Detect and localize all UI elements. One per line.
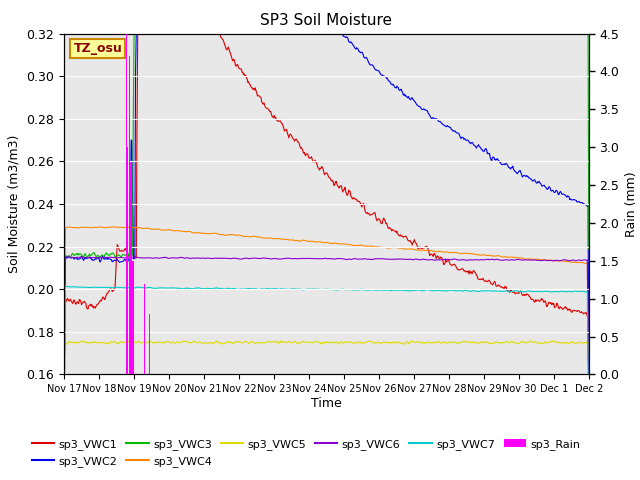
Bar — [149, 314, 150, 374]
Bar — [127, 147, 129, 374]
Bar — [129, 56, 130, 374]
Y-axis label: Rain (mm): Rain (mm) — [625, 171, 638, 237]
Title: SP3 Soil Moisture: SP3 Soil Moisture — [260, 13, 392, 28]
Legend: sp3_VWC1, sp3_VWC2, sp3_VWC3, sp3_VWC4, sp3_VWC5, sp3_VWC6, sp3_VWC7, sp3_Rain: sp3_VWC1, sp3_VWC2, sp3_VWC3, sp3_VWC4, … — [28, 435, 585, 471]
Bar — [125, 34, 127, 374]
Bar — [144, 284, 145, 374]
Bar — [131, 162, 132, 374]
Y-axis label: Soil Moisture (m3/m3): Soil Moisture (m3/m3) — [8, 135, 21, 273]
Text: TZ_osu: TZ_osu — [74, 42, 122, 55]
X-axis label: Time: Time — [311, 397, 342, 410]
Bar — [132, 261, 134, 374]
